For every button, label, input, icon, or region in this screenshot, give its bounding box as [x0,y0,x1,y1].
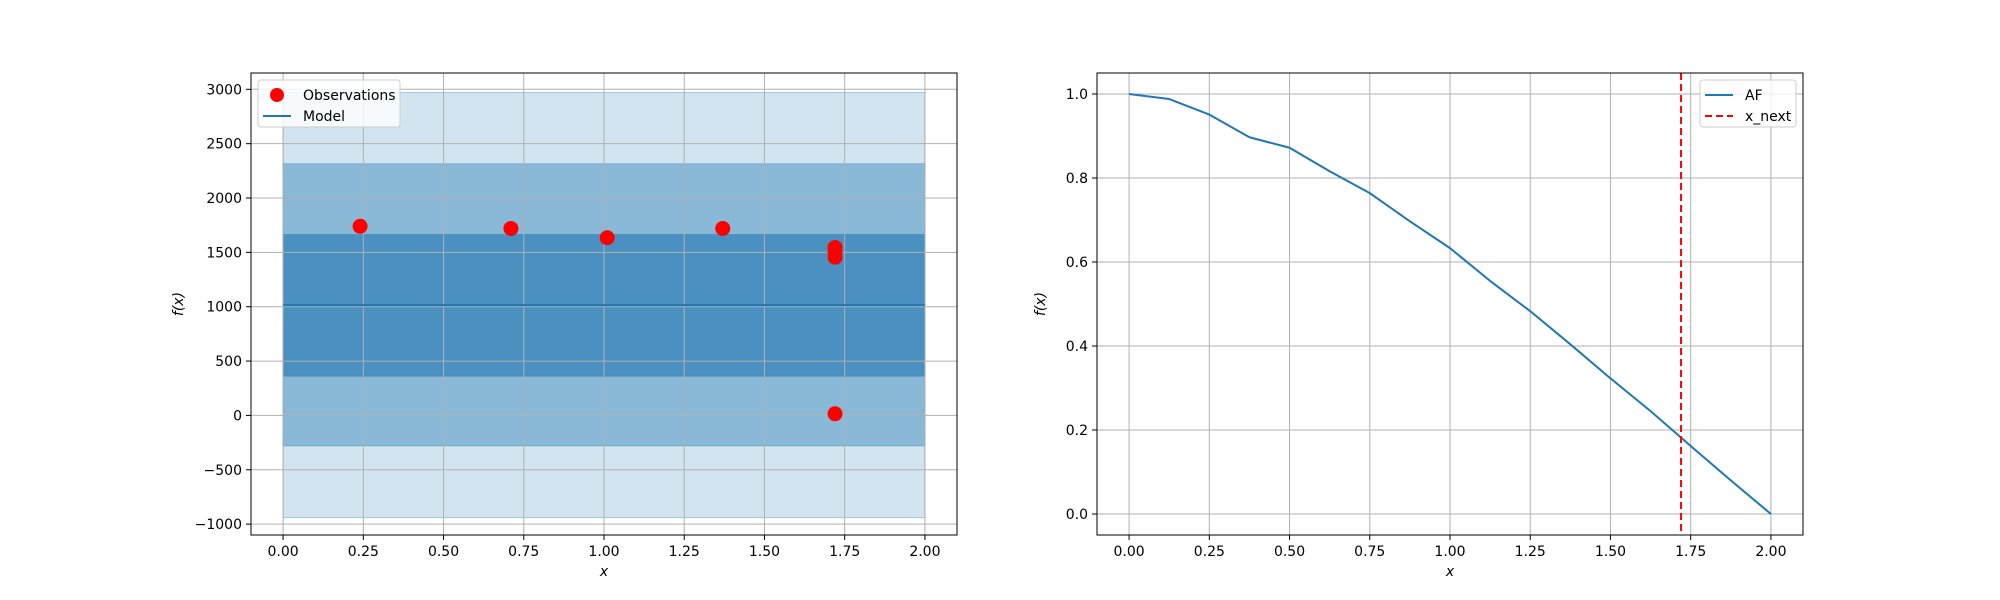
x-axis-label: x [1445,564,1455,580]
legend-marker-observations [270,88,284,102]
axis-ticks: 0.00 0.25 0.50 0.75 1.00 1.25 1.50 1.75 2.00 −100… [195,82,941,560]
y-tick-label: −1000 [195,517,242,533]
legend-label-observations: Observations [303,88,396,104]
observation-point [715,220,731,236]
x-tick-label: 0.50 [428,544,459,560]
y-tick-label: 2500 [206,137,242,153]
y-tick-label: 0.6 [1066,255,1088,271]
legend: AF x_next [1699,79,1797,128]
y-tick-label: 1500 [206,245,242,261]
observation-point [352,218,368,234]
y-tick-label: 500 [215,354,242,370]
acquisition-function-chart: 0.00 0.25 0.50 0.75 1.00 1.25 1.50 1.75 2.00 0.0 0… [1033,72,1804,580]
y-tick-label: −500 [204,463,242,479]
y-tick-label: 0.8 [1066,171,1088,187]
x-tick-label: 1.25 [669,544,700,560]
y-tick-label: 0 [233,408,242,424]
y-axis-label: f(x) [171,292,187,316]
legend-label-af: AF [1745,88,1763,104]
y-axis-label-group: f(x) [171,292,187,316]
x-tick-label: 1.75 [1675,544,1706,560]
x-tick-label: 0.50 [1274,544,1305,560]
legend-label-x-next: x_next [1745,109,1792,125]
x-tick-label: 0.25 [1194,544,1225,560]
y-axis-label-group: f(x) [1033,292,1049,316]
y-axis-label: f(x) [1033,292,1049,316]
x-tick-label: 2.00 [909,544,940,560]
observations-model-chart: 0.00 0.25 0.50 0.75 1.00 1.25 1.50 1.75 2.00 −100… [171,72,958,580]
x-tick-label: 1.00 [1434,544,1465,560]
legend-box [1699,79,1797,128]
x-tick-label: 0.25 [348,544,379,560]
observation-points [352,218,843,422]
x-tick-label: 1.75 [829,544,860,560]
y-tick-label: 1000 [206,300,242,316]
af-line [1128,93,1772,515]
y-tick-label: 1.0 [1066,87,1088,103]
x-tick-label: 1.25 [1515,544,1546,560]
af-series [1128,93,1772,515]
y-tick-label: 3000 [206,82,242,98]
legend-box [257,79,401,128]
observation-point [599,230,615,246]
x-tick-label: 1.50 [1595,544,1626,560]
x-tick-label: 0.75 [508,544,539,560]
x-tick-label: 0.00 [268,544,299,560]
legend: Observations Model [257,79,401,128]
axis-ticks: 0.00 0.25 0.50 0.75 1.00 1.25 1.50 1.75 2.00 0.0 0… [1066,87,1787,560]
x-tick-label: 0.00 [1114,544,1145,560]
observation-point [827,406,843,422]
x-tick-label: 1.00 [588,544,619,560]
observation-point [827,249,843,265]
x-tick-label: 1.50 [749,544,780,560]
y-tick-label: 2000 [206,191,242,207]
x-tick-label: 2.00 [1755,544,1786,560]
grid [1097,73,1803,535]
observation-point [503,220,519,236]
legend-label-model: Model [303,109,345,125]
x-axis-label: x [599,564,609,580]
y-tick-label: 0.4 [1066,339,1088,355]
x-tick-label: 0.75 [1354,544,1385,560]
y-tick-label: 0.2 [1066,423,1088,439]
y-tick-label: 0.0 [1066,507,1088,523]
